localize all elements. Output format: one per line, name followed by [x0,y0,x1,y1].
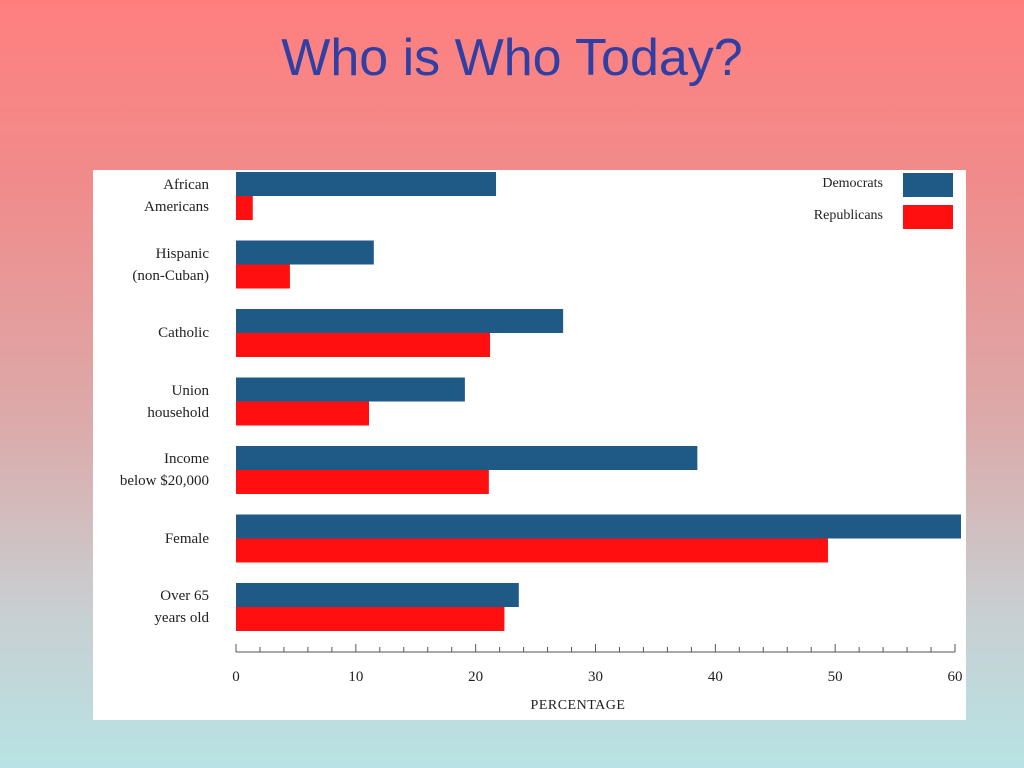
legend-item-democrats: Democrats [773,173,953,197]
x-tick-label: 20 [468,669,483,685]
legend-item-republicans: Republicans [773,205,953,229]
category-label-line: African [163,177,209,193]
bar-democrats-2 [236,309,564,333]
x-tick-label: 60 [948,669,963,685]
x-tick-label: 30 [588,669,603,685]
legend-label-republicans: Republicans [813,208,883,223]
x-tick-label: 10 [348,669,363,685]
x-tick-label: 0 [232,669,240,685]
bar-republicans-4 [236,470,489,494]
category-label-line: (non-Cuban) [132,267,209,284]
category-label-line: Income [164,451,209,467]
bar-democrats-6 [236,583,519,607]
category-label-line: household [147,404,209,421]
bar-republicans-5 [236,538,828,563]
category-label-line: Female [164,530,209,547]
category-label: Hispanic (non-Cuban) [74,243,209,287]
category-label-line: below $20,000 [119,473,209,489]
category-label-line: Union [171,382,210,399]
category-label: Union household [74,380,209,424]
category-label: Income below $20,000 [74,448,209,492]
category-label: Female [74,528,209,550]
bar-democrats-0 [236,172,497,196]
legend-label-democrats: Democrats [822,176,883,191]
x-tick-label: 50 [828,669,843,685]
chart-panel: 0 10 20 30 40 50 60 African Americans Hispanic (n… [93,170,966,720]
legend-swatch-democrats [903,173,953,197]
category-label: Catholic [74,322,209,344]
category-label-line: Catholic [158,325,209,341]
legend-swatch-republicans [903,205,953,229]
bar-republicans-3 [236,401,370,426]
bar-democrats-4 [236,446,698,470]
bar-republicans-1 [236,264,290,289]
x-axis-label: PERCENTAGE [530,698,626,713]
category-label-line: Over 65 [160,588,209,604]
slide-title: Who is Who Today? [281,29,743,87]
bar-democrats-3 [236,377,465,402]
category-label: African Americans [74,174,209,218]
bar-democrats-1 [236,240,374,265]
bar-republicans-0 [236,196,253,220]
bar-republicans-2 [236,333,491,357]
x-tick-label: 40 [708,669,723,685]
bar-democrats-5 [236,514,961,539]
category-label-line: years old [154,610,209,626]
category-label-line: Americans [144,199,209,215]
category-label: Over 65 years old [74,585,209,629]
bar-chart: 0 10 20 30 40 50 60 [232,172,963,685]
category-label-line: Hispanic [155,245,209,262]
bar-republicans-6 [236,607,505,631]
